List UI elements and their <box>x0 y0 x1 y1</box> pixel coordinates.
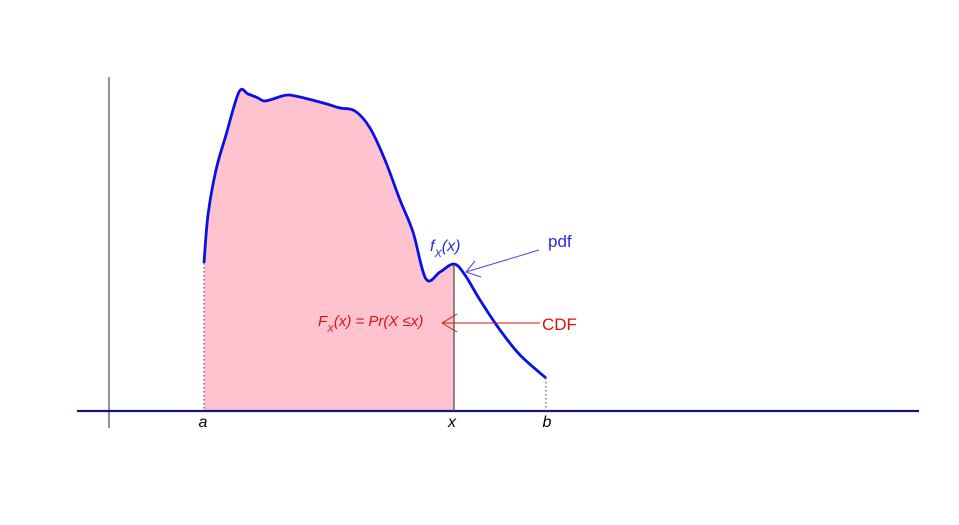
svg-text:x: x <box>447 414 457 431</box>
svg-text:b: b <box>543 414 552 431</box>
svg-text:a: a <box>199 414 208 431</box>
svg-text:fX(x): fX(x) <box>430 238 460 260</box>
svg-text:CDF: CDF <box>542 315 577 334</box>
svg-text:pdf: pdf <box>548 232 572 251</box>
